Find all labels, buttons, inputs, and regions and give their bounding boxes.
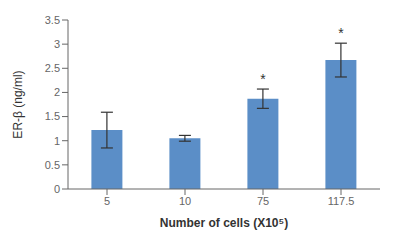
svg-text:2.5: 2.5 <box>45 62 60 74</box>
svg-text:75: 75 <box>257 195 269 207</box>
svg-text:1: 1 <box>54 135 60 147</box>
svg-text:0: 0 <box>54 183 60 195</box>
svg-text:ER-β (ng/ml): ER-β (ng/ml) <box>11 70 25 138</box>
svg-text:117.5: 117.5 <box>328 195 355 207</box>
svg-text:*: * <box>338 25 344 41</box>
svg-text:Number of cells (X10⁵): Number of cells (X10⁵) <box>160 216 288 230</box>
svg-text:10: 10 <box>179 195 191 207</box>
svg-text:1.5: 1.5 <box>45 110 60 122</box>
svg-text:0.5: 0.5 <box>45 159 60 171</box>
svg-text:3: 3 <box>54 38 60 50</box>
svg-text:2: 2 <box>54 86 60 98</box>
svg-text:3.5: 3.5 <box>45 14 60 26</box>
svg-text:*: * <box>260 71 266 87</box>
svg-text:5: 5 <box>104 195 110 207</box>
